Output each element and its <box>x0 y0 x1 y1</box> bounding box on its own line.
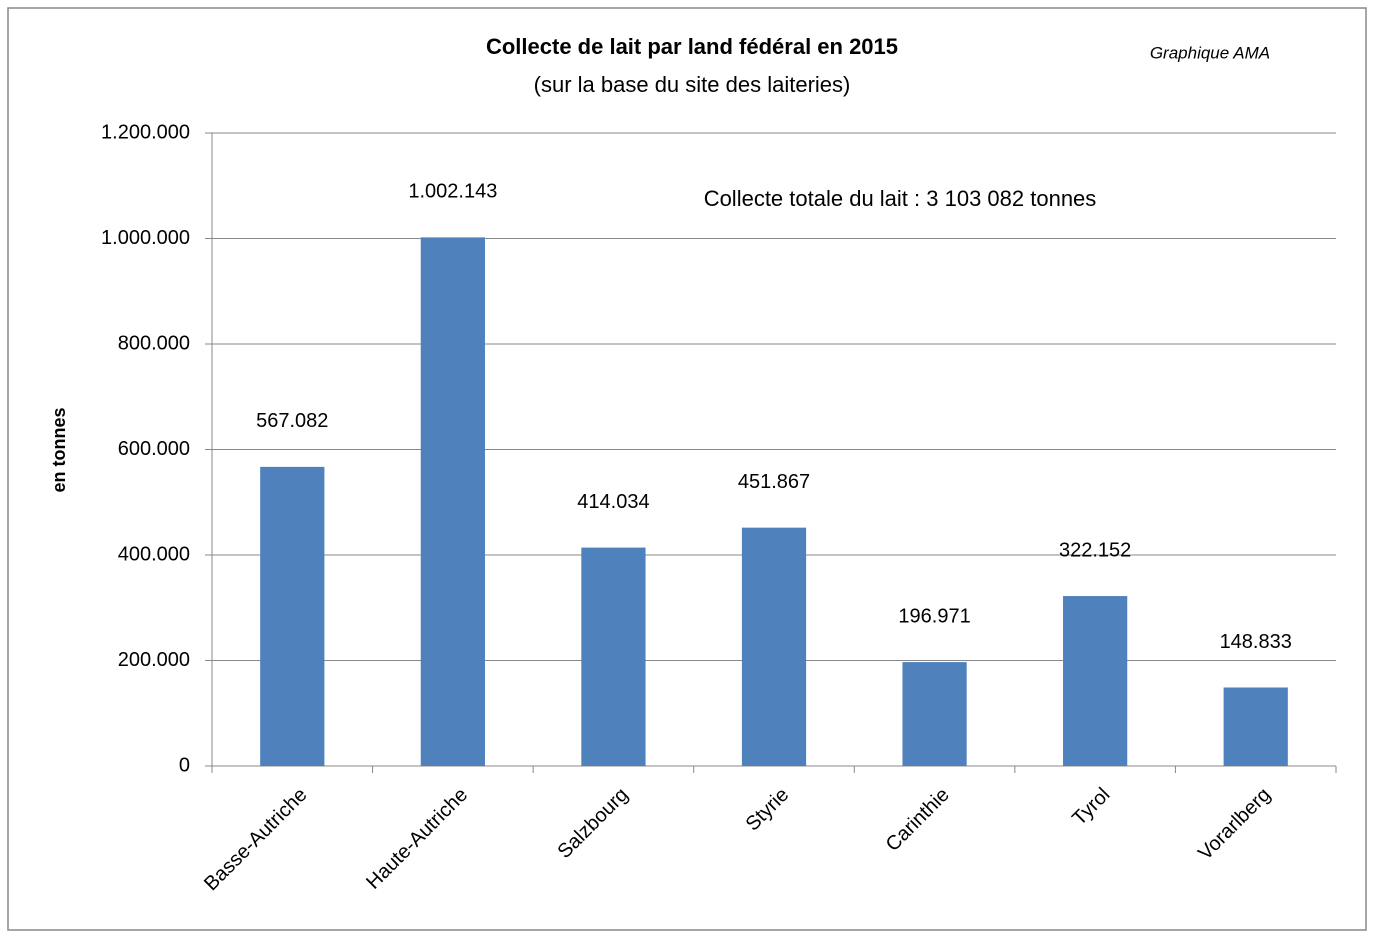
bar <box>260 466 325 766</box>
y-tick-label: 1.000.000 <box>101 227 190 249</box>
y-tick-label: 800.000 <box>118 332 190 354</box>
total-annotation: Collecte totale du lait : 3 103 082 tonn… <box>704 186 1097 211</box>
data-label: 1.002.143 <box>408 181 497 203</box>
y-tick-label: 600.000 <box>118 438 190 460</box>
bar <box>902 662 967 766</box>
data-label: 196.971 <box>898 605 970 627</box>
chart-title: Collecte de lait par land fédéral en 201… <box>486 34 898 59</box>
bar <box>741 527 807 766</box>
y-tick-label: 400.000 <box>118 543 190 565</box>
data-label: 451.867 <box>738 471 810 493</box>
y-axis-label: en tonnes <box>49 407 69 492</box>
source-note: Graphique AMA <box>1150 43 1270 62</box>
bar <box>581 547 646 766</box>
chart-border <box>7 7 1367 931</box>
y-tick-label: 1.200.000 <box>101 121 190 143</box>
bar <box>420 237 485 766</box>
data-label: 322.152 <box>1059 539 1131 561</box>
data-label: 414.034 <box>577 491 649 513</box>
y-tick-label: 0 <box>179 754 190 776</box>
chart-subtitle: (sur la base du site des laiteries) <box>534 72 851 97</box>
data-label: 148.833 <box>1220 631 1292 653</box>
bar <box>1063 596 1128 766</box>
data-label: 567.082 <box>256 410 328 432</box>
bar <box>1223 687 1288 766</box>
y-tick-label: 200.000 <box>118 649 190 671</box>
